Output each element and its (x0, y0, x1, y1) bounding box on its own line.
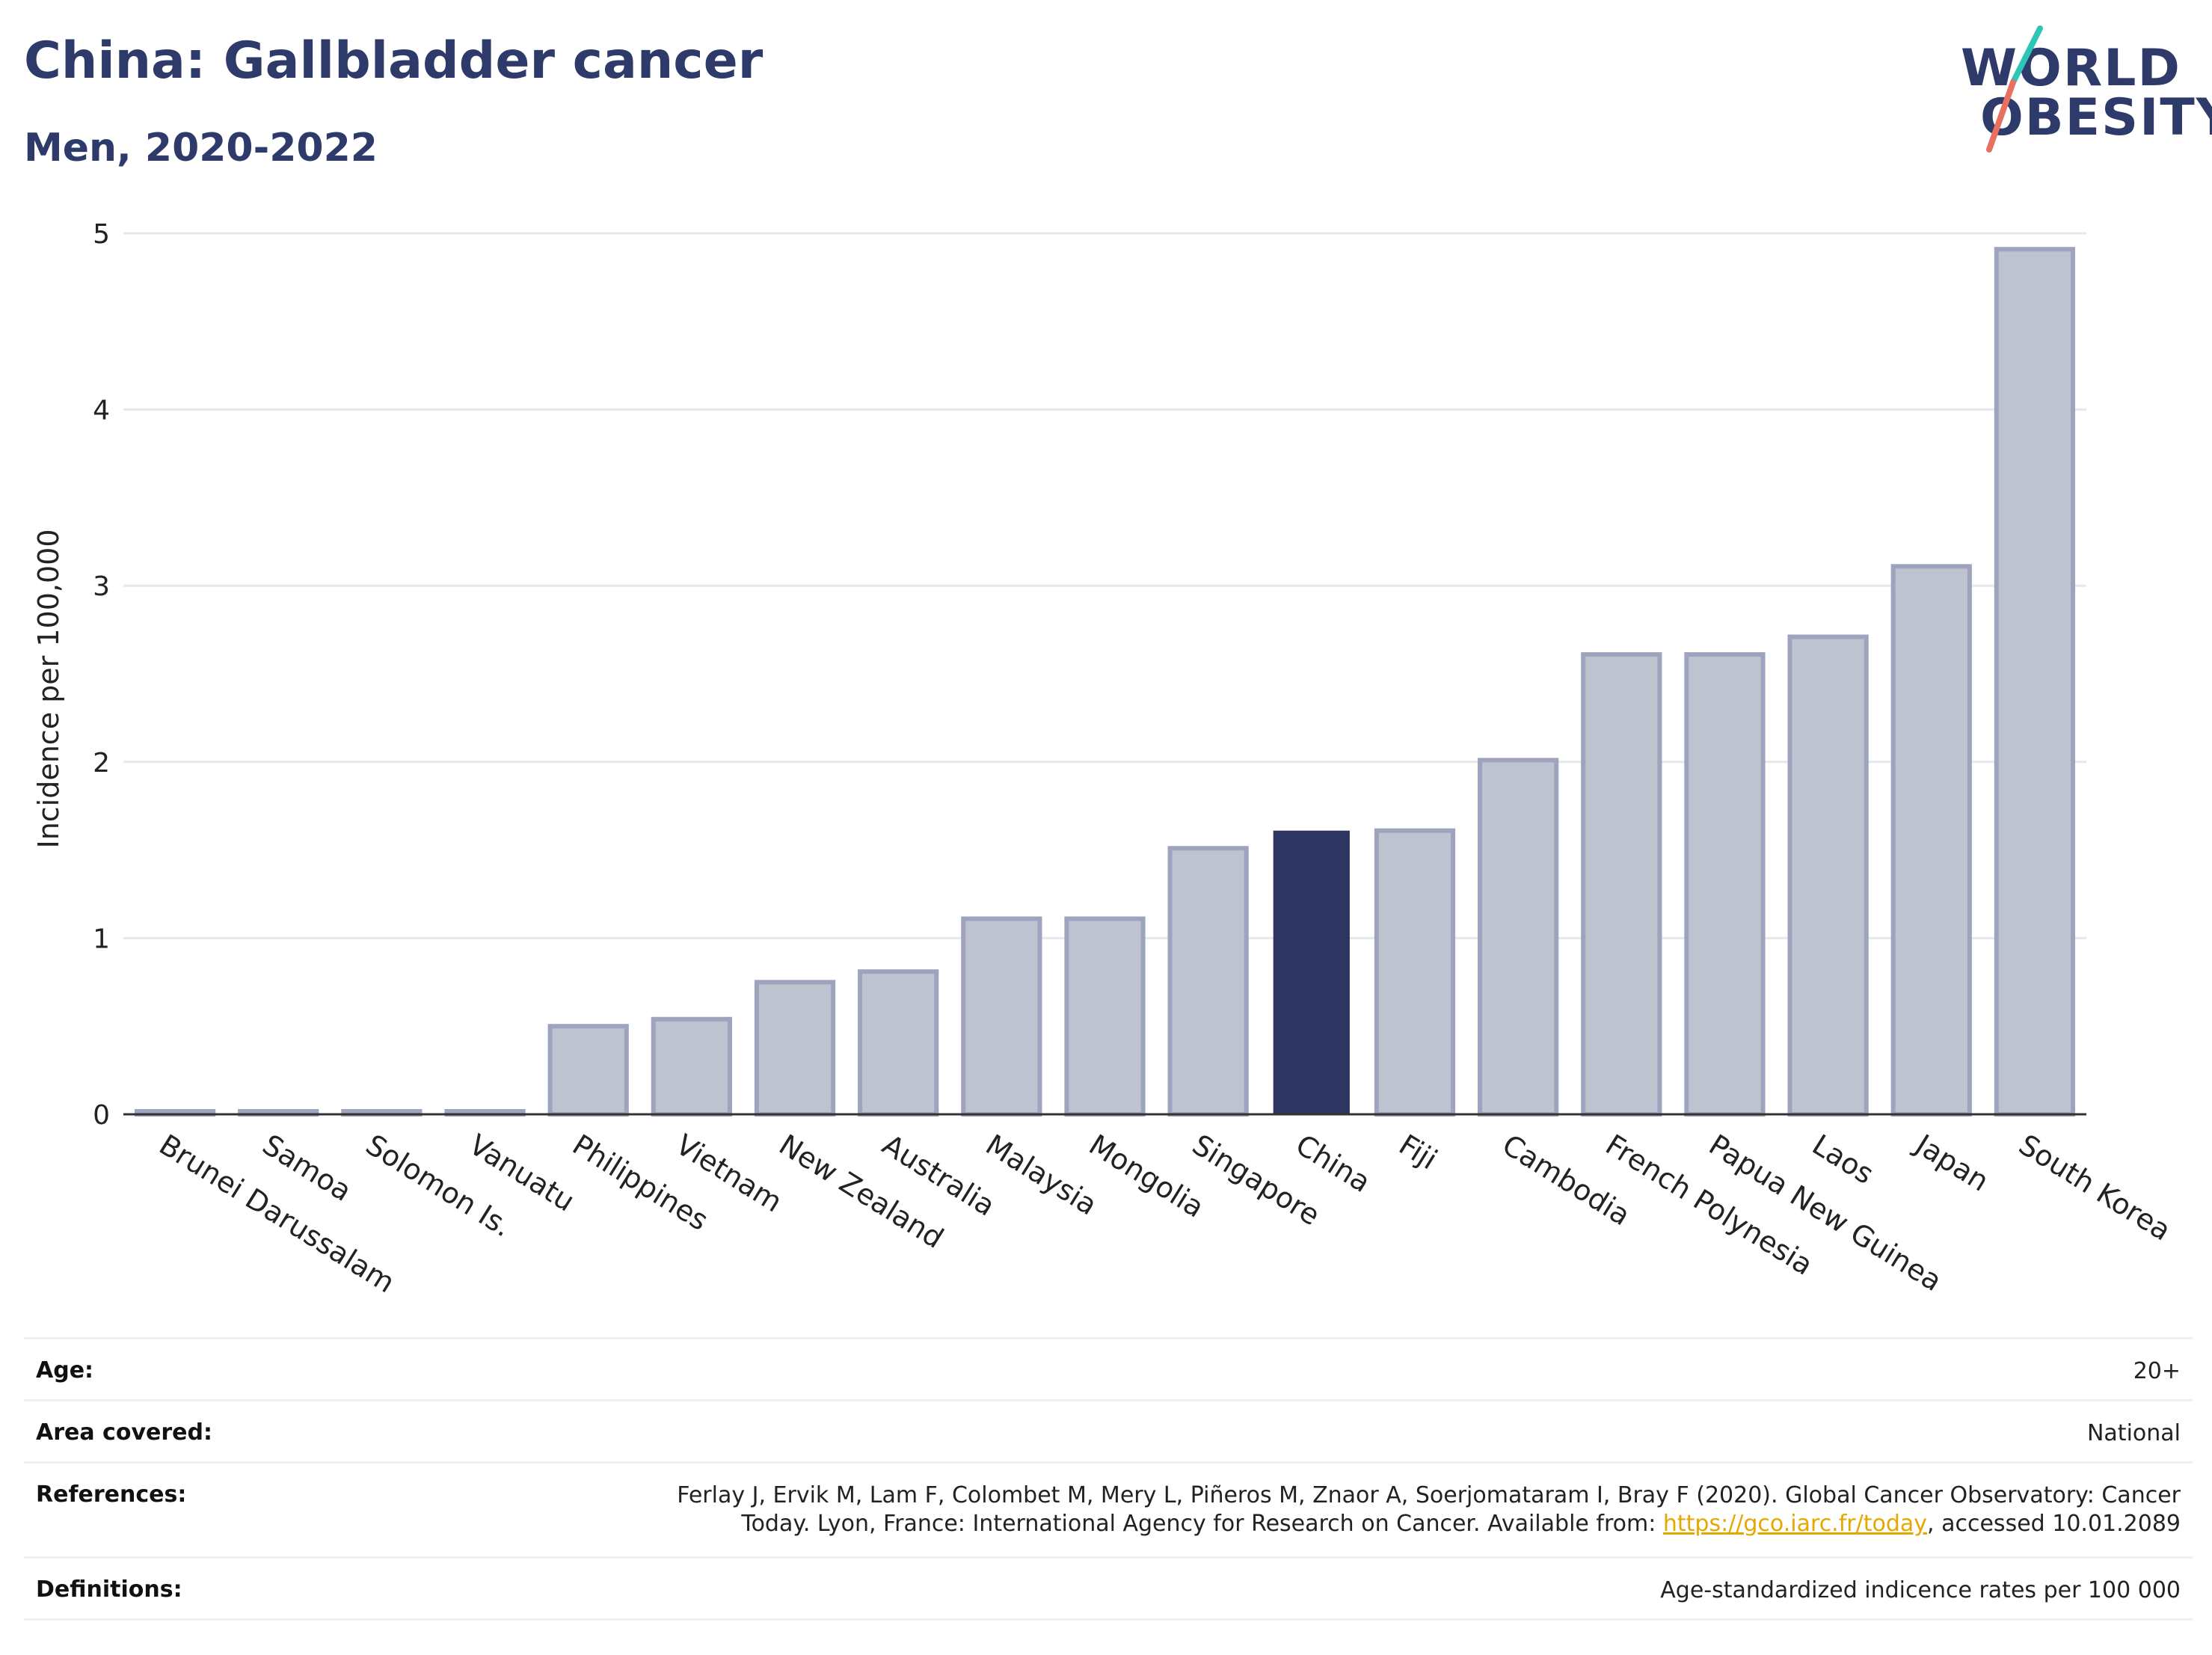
x-tick-label: Malaysia (980, 1128, 1103, 1221)
chart-title: China: Gallbladder cancer (24, 31, 764, 90)
y-tick-label: 2 (93, 748, 110, 779)
y-tick-label: 1 (93, 924, 110, 954)
bar (1374, 828, 1456, 1117)
bar (1890, 564, 1972, 1117)
x-tick-label: Mongolia (1084, 1128, 1210, 1223)
references-link[interactable]: https://gco.iarc.fr/today (1662, 1510, 1928, 1537)
age-label: Age: (36, 1357, 94, 1384)
x-tick-label: Laos (1807, 1128, 1880, 1191)
footer-row-references: References: Ferlay J, Ervik M, Lam F, Co… (24, 1461, 2193, 1556)
x-tick-label: Japan (1908, 1127, 1994, 1198)
y-tick-label: 0 (93, 1100, 110, 1131)
bar-highlight (1273, 830, 1350, 1114)
area-value: National (2086, 1420, 2181, 1446)
bar (1064, 916, 1146, 1117)
references-line-2: Today. Lyon, France: International Agenc… (36, 1510, 2181, 1538)
logo-slash-icon (1986, 25, 2043, 153)
y-axis-title: Incidence per 100,000 (32, 529, 65, 848)
bar (858, 969, 939, 1117)
y-tick-label: 3 (93, 571, 110, 602)
references-text: Today. Lyon, France: International Agenc… (741, 1510, 1663, 1537)
bar (547, 1024, 629, 1117)
bar (1994, 247, 2076, 1117)
area-label: Area covered: (36, 1419, 212, 1446)
age-value: 20+ (2133, 1358, 2181, 1384)
references-accessed: , accessed 10.01.2089 (1927, 1510, 2181, 1537)
y-tick-label: 5 (93, 219, 110, 250)
definitions-label: Definitions: (36, 1576, 182, 1603)
footer-row-age: Age: 20+ (24, 1337, 2193, 1399)
chart-footer: Age: 20+ Area covered: National Referenc… (24, 1337, 2193, 1621)
footer-row-area: Area covered: National (24, 1399, 2193, 1461)
references-line-1: Ferlay J, Ervik M, Lam F, Colombet M, Me… (677, 1482, 2181, 1508)
x-tick-label: China (1290, 1128, 1376, 1199)
logo-line-obesity: OBESITY (1980, 88, 2212, 147)
bar (651, 1016, 732, 1117)
y-tick-label: 4 (93, 396, 110, 426)
bar (754, 980, 836, 1117)
x-tick-label: Fiji (1393, 1128, 1443, 1176)
x-tick-label: South Korea (2013, 1128, 2177, 1247)
bar (1167, 846, 1249, 1117)
bar (1684, 652, 1766, 1117)
bar (1478, 758, 1559, 1117)
bar (961, 916, 1042, 1117)
references-value: Ferlay J, Ervik M, Lam F, Colombet M, Me… (36, 1464, 2181, 1538)
references-label: References: (36, 1481, 187, 1508)
chart-subtitle: Men, 2020-2022 (24, 126, 378, 171)
world-obesity-logo: WORLD OBESITY (1952, 22, 2212, 157)
bar (1581, 652, 1662, 1117)
logo-line-world: WORLD (1961, 39, 2181, 98)
bar (1787, 634, 1869, 1117)
definitions-value: Age-standardized indicence rates per 100… (1660, 1577, 2181, 1603)
footer-row-definitions: Definitions: Age-standardized indicence … (24, 1556, 2193, 1621)
